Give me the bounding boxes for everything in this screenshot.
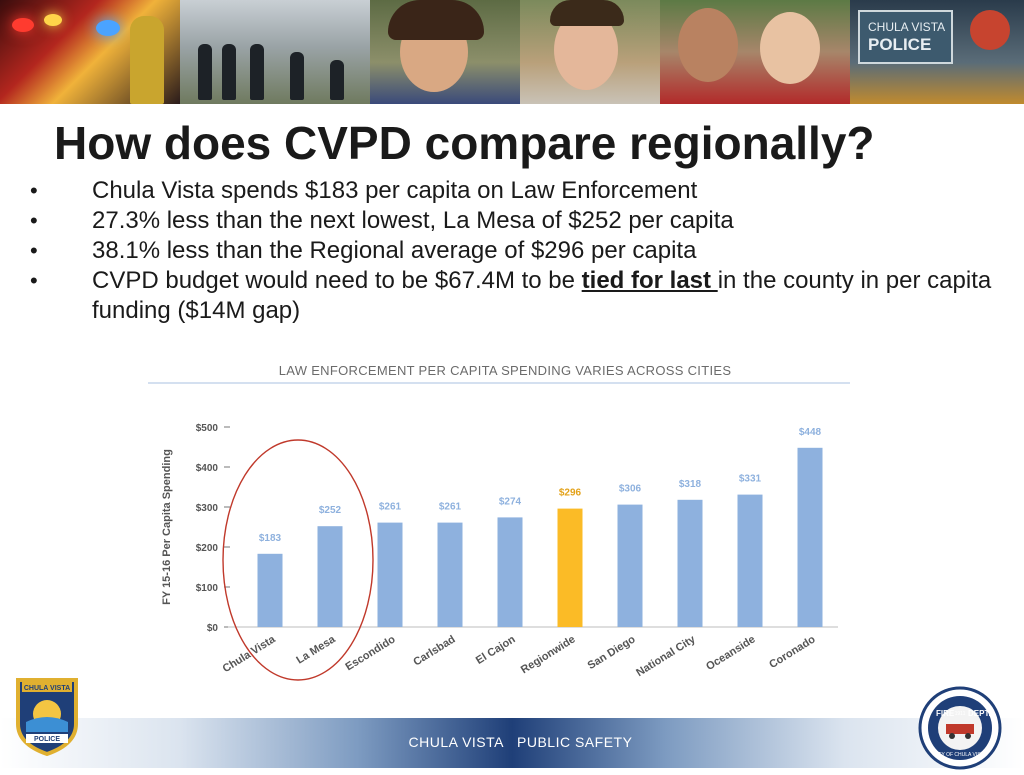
footer-text-left: CHULA VISTA xyxy=(408,734,504,750)
bullet-item: 38.1% less than the Regional average of … xyxy=(30,236,1010,266)
bar-chula-vista xyxy=(257,553,283,627)
y-tick-label: $500 xyxy=(196,423,219,434)
x-category-label: Regionwide xyxy=(519,633,578,676)
seal-bottom-text: CITY OF CHULA VISTA xyxy=(933,752,987,758)
x-category-label: El Cajon xyxy=(474,633,518,667)
y-axis-label: FY 15-16 Per Capita Spending xyxy=(161,449,173,605)
x-category-label: Escondido xyxy=(344,633,398,673)
bar-value-label: $274 xyxy=(499,496,522,507)
banner-photo-police-firefighters: CHULA VISTA POLICE xyxy=(850,0,1024,104)
bar-value-label: $448 xyxy=(799,427,822,438)
highlight-circle-annotation xyxy=(222,439,374,681)
bullet-text: Chula Vista spends $183 per capita on La… xyxy=(92,177,698,204)
bullet-item: CVPD budget would need to be $67.4M to b… xyxy=(30,266,1010,326)
bar-san-diego xyxy=(617,504,643,627)
bar-el-cajon xyxy=(497,517,523,627)
banner-photo-child-2 xyxy=(520,0,660,104)
bullet-text: 27.3% less than the next lowest, La Mesa… xyxy=(92,207,734,234)
bullet-item: 27.3% less than the next lowest, La Mesa… xyxy=(30,206,1010,236)
x-category-label: Oceanside xyxy=(704,633,758,673)
bar-value-label: $331 xyxy=(739,474,762,485)
bar-value-label: $296 xyxy=(559,488,582,499)
x-category-label: National City xyxy=(634,633,698,679)
bar-regionwide xyxy=(557,508,583,627)
bar-coronado xyxy=(797,447,823,627)
x-category-label: Carlsbad xyxy=(411,633,457,668)
bullet-item: Chula Vista spends $183 per capita on La… xyxy=(30,176,1010,206)
bar-value-label: $261 xyxy=(379,502,402,513)
x-category-label: San Diego xyxy=(586,633,638,672)
seal-year-text: 1911 xyxy=(955,711,966,717)
chart-canvas: LAW ENFORCEMENT PER CAPITA SPENDING VARI… xyxy=(148,363,850,681)
bar-national-city xyxy=(677,499,703,627)
bar-value-label: $261 xyxy=(439,502,462,513)
bullet-text: 38.1% less than the Regional average of … xyxy=(92,237,697,264)
badge-bottom-text: POLICE xyxy=(34,736,60,743)
bullet-text-before: CVPD budget would need to be $67.4M to b… xyxy=(92,267,582,294)
police-station-sign: CHULA VISTA POLICE xyxy=(858,10,953,64)
y-tick-label: $300 xyxy=(196,503,219,514)
bullet-emphasis: tied for last xyxy=(581,267,718,294)
chula-vista-police-badge-logo: CHULA VISTA POLICE xyxy=(12,672,82,757)
seal-right-text: DEPT. xyxy=(968,709,991,718)
banner-photo-emergency-vehicle xyxy=(0,0,180,104)
chart-title: LAW ENFORCEMENT PER CAPITA SPENDING VARI… xyxy=(279,363,732,378)
seal-left-text: FIRE xyxy=(936,709,955,718)
y-tick-label: $100 xyxy=(196,583,219,594)
bullet-text-after: in the county in per capita funding ($14… xyxy=(92,267,992,324)
y-tick-label: $0 xyxy=(207,623,219,634)
bar-carlsbad xyxy=(437,522,463,627)
banner-photo-child-1 xyxy=(370,0,520,104)
badge-top-text: CHULA VISTA xyxy=(24,685,70,692)
slide-title: How does CVPD compare regionally? xyxy=(54,117,875,169)
x-category-label: La Mesa xyxy=(294,633,338,667)
footer-left-gradient xyxy=(0,718,512,768)
spending-bar-chart: LAW ENFORCEMENT PER CAPITA SPENDING VARI… xyxy=(140,352,870,702)
banner-photo-children-3 xyxy=(660,0,850,104)
bar-value-label: $306 xyxy=(619,484,642,495)
bar-value-label: $183 xyxy=(259,533,282,544)
banner-photo-officers xyxy=(180,0,370,104)
bar-value-label: $318 xyxy=(679,479,702,490)
footer-bar: CHULA VISTA PUBLIC SAFETY xyxy=(0,718,1024,768)
bullet-list: Chula Vista spends $183 per capita on La… xyxy=(30,176,1010,326)
x-category-label: Chula Vista xyxy=(221,633,279,675)
y-tick-label: $400 xyxy=(196,463,219,474)
bar-escondido xyxy=(377,522,403,627)
header-photo-banner: CHULA VISTA POLICE xyxy=(0,0,1024,104)
chula-vista-fire-dept-seal: FIRE DEPT. 1911 CITY OF CHULA VISTA xyxy=(918,686,1002,770)
bar-la-mesa xyxy=(317,526,343,627)
footer-text-right: PUBLIC SAFETY xyxy=(517,734,633,750)
bar-oceanside xyxy=(737,494,763,627)
bar-value-label: $252 xyxy=(319,505,342,516)
y-tick-label: $200 xyxy=(196,543,219,554)
x-category-label: Coronado xyxy=(767,633,818,671)
